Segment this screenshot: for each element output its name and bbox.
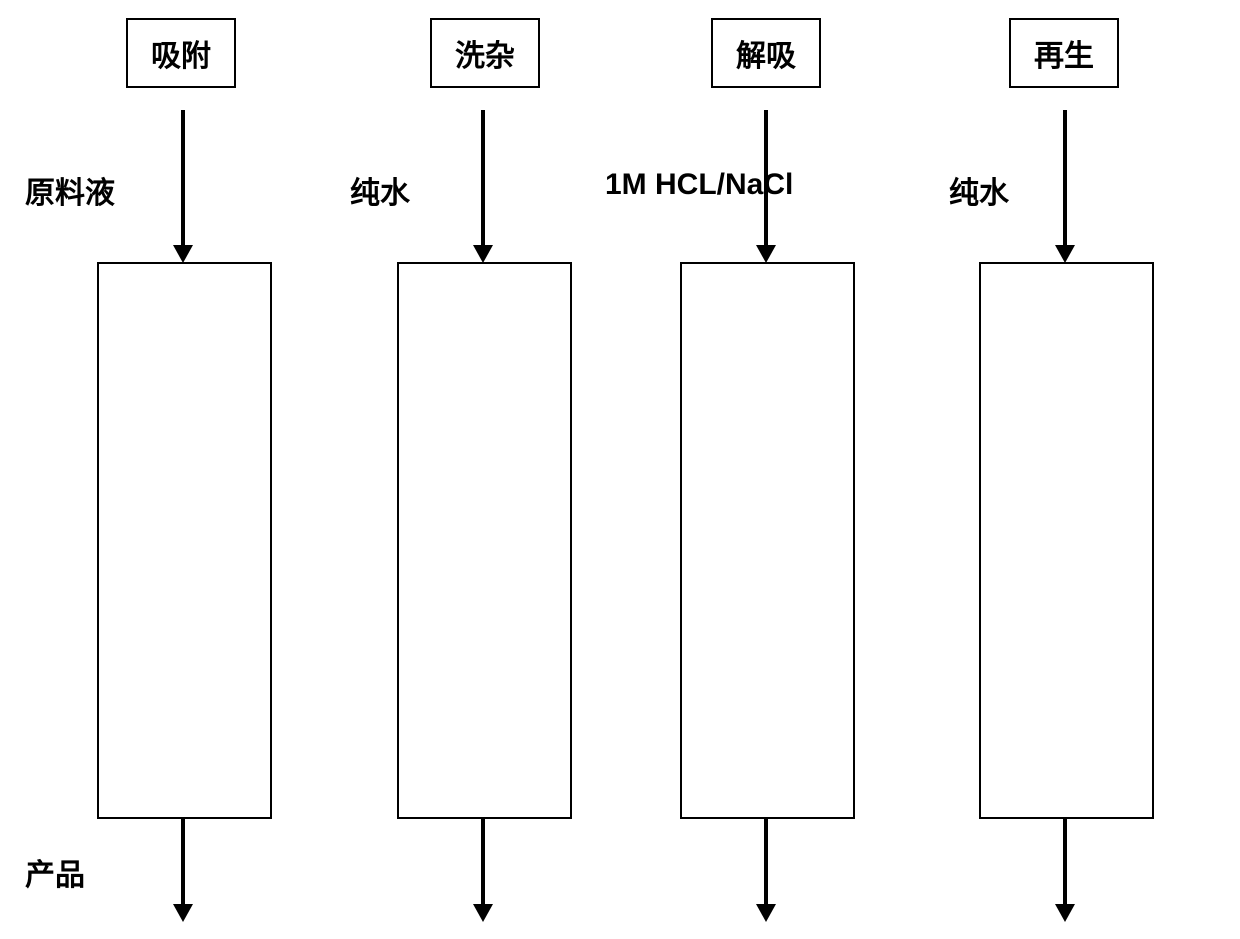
output-label-adsorption: 产品 bbox=[25, 850, 85, 894]
top-arrow-head-wash bbox=[473, 245, 493, 263]
top-arrow-head-regeneration bbox=[1055, 245, 1075, 263]
column-wash bbox=[397, 262, 572, 819]
bottom-arrow-head-desorption bbox=[756, 904, 776, 922]
stage-header-wash: 洗杂 bbox=[430, 18, 540, 88]
bottom-arrow-line-regeneration bbox=[1063, 819, 1067, 904]
top-arrow-line-regeneration bbox=[1063, 110, 1067, 245]
top-arrow-head-adsorption bbox=[173, 245, 193, 263]
column-regeneration bbox=[979, 262, 1154, 819]
bottom-arrow-head-regeneration bbox=[1055, 904, 1075, 922]
input-label-adsorption: 原料液 bbox=[25, 168, 115, 212]
column-desorption bbox=[680, 262, 855, 819]
process-flowchart: 吸附原料液产品 洗杂纯水 解吸 1M HCL/NaCl 再生纯水 bbox=[0, 0, 1240, 939]
bottom-arrow-line-desorption bbox=[764, 819, 768, 904]
bottom-arrow-head-wash bbox=[473, 904, 493, 922]
input-label-desorption: 1M HCL/NaCl bbox=[605, 168, 793, 202]
input-label-regeneration: 纯水 bbox=[949, 168, 1009, 212]
column-adsorption bbox=[97, 262, 272, 819]
bottom-arrow-line-wash bbox=[481, 819, 485, 904]
stage-header-adsorption: 吸附 bbox=[126, 18, 236, 88]
bottom-arrow-head-adsorption bbox=[173, 904, 193, 922]
bottom-arrow-line-adsorption bbox=[181, 819, 185, 904]
top-arrow-head-desorption bbox=[756, 245, 776, 263]
stage-header-desorption: 解吸 bbox=[711, 18, 821, 88]
top-arrow-line-wash bbox=[481, 110, 485, 245]
input-label-wash: 纯水 bbox=[350, 168, 410, 212]
stage-header-regeneration: 再生 bbox=[1009, 18, 1119, 88]
top-arrow-line-adsorption bbox=[181, 110, 185, 245]
